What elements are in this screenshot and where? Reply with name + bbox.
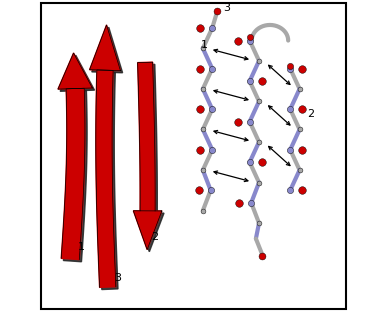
Polygon shape [58, 53, 92, 89]
Text: 2: 2 [307, 109, 315, 119]
Text: 1: 1 [78, 241, 85, 251]
Polygon shape [63, 90, 87, 262]
Text: 2: 2 [151, 232, 159, 242]
Text: 3: 3 [114, 273, 121, 283]
Text: 1: 1 [201, 40, 208, 50]
Polygon shape [140, 64, 157, 213]
Text: 3: 3 [223, 3, 230, 13]
Polygon shape [135, 213, 164, 252]
Polygon shape [96, 70, 116, 287]
Polygon shape [61, 88, 85, 260]
Polygon shape [92, 27, 123, 73]
Polygon shape [134, 211, 162, 250]
Polygon shape [98, 72, 118, 290]
Polygon shape [90, 25, 120, 71]
Polygon shape [60, 55, 94, 91]
Polygon shape [138, 62, 155, 211]
